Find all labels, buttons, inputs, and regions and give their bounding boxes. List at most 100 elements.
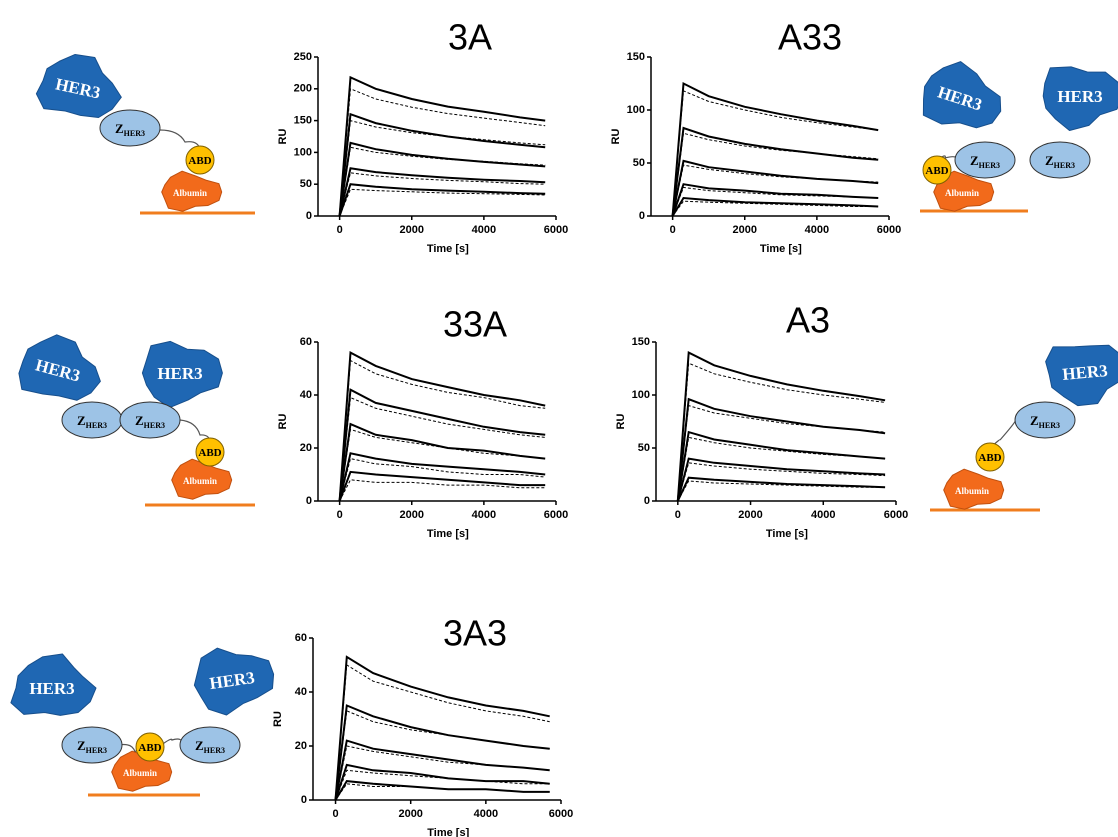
- z-subscript: HER3: [204, 746, 225, 755]
- y-tick-label: 50: [638, 442, 650, 454]
- y-tick-label: 250: [294, 51, 312, 63]
- z-subscript: HER3: [1039, 421, 1060, 430]
- albumin-label: Albumin: [183, 476, 217, 486]
- chart-title: 3A3: [443, 613, 507, 654]
- z-subscript: HER3: [979, 161, 1000, 170]
- x-axis-label: Time [s]: [427, 827, 469, 837]
- y-tick-label: 50: [300, 178, 312, 190]
- x-tick-label: 4000: [474, 808, 498, 820]
- sensorgram-line: [340, 143, 546, 216]
- her3-protein: HER3: [11, 654, 96, 715]
- y-tick-label: 200: [294, 83, 312, 95]
- y-tick-label: 0: [639, 210, 645, 222]
- x-axis-label: Time [s]: [427, 243, 469, 255]
- z-domain: [100, 110, 160, 146]
- z-domain: [1015, 402, 1075, 438]
- y-tick-label: 0: [644, 495, 650, 507]
- z-letter: Z: [970, 153, 979, 168]
- albumin-label: Albumin: [955, 486, 989, 496]
- sensorgram-line: [673, 187, 879, 216]
- z-subscript: HER3: [144, 421, 165, 430]
- her3-protein: HER3: [142, 341, 222, 407]
- abd-label: ABD: [198, 447, 221, 459]
- y-tick-label: 20: [295, 740, 307, 752]
- her3-label: HER3: [1062, 361, 1109, 384]
- y-tick-label: 150: [294, 115, 312, 127]
- y-tick-label: 50: [633, 157, 645, 169]
- z-domain: [180, 727, 240, 763]
- x-axis-label: Time [s]: [760, 243, 802, 255]
- y-tick-label: 0: [306, 210, 312, 222]
- sensorgram-line: [673, 198, 879, 216]
- y-tick-label: 100: [627, 104, 645, 116]
- x-tick-label: 2000: [400, 224, 424, 236]
- her3-label: HER3: [1057, 87, 1102, 106]
- x-tick-label: 2000: [400, 509, 424, 521]
- abd-label: ABD: [188, 155, 211, 167]
- figure: AlbuminHER3ZHER3ABDAlbuminHER3HER3ZHER3Z…: [0, 0, 1118, 837]
- sensorgram-line: [336, 784, 550, 800]
- z-domain: [120, 402, 180, 438]
- z-letter: Z: [1045, 153, 1054, 168]
- chart-title: A3: [786, 300, 830, 341]
- sensorgram-line: [340, 472, 546, 501]
- her3-protein: HER3: [1044, 340, 1118, 408]
- y-tick-label: 0: [301, 794, 307, 806]
- x-axis-label: Time [s]: [427, 528, 469, 540]
- sensorgram-line: [336, 770, 550, 800]
- z-domain: [955, 142, 1015, 178]
- x-axis-label: Time [s]: [766, 528, 808, 540]
- sensorgram-line: [340, 77, 546, 216]
- x-tick-label: 4000: [811, 509, 835, 521]
- y-axis-label: RU: [610, 129, 622, 145]
- x-tick-label: 0: [675, 509, 681, 521]
- y-tick-label: 40: [295, 686, 307, 698]
- y-tick-label: 60: [295, 632, 307, 644]
- sensorgram-line: [340, 184, 546, 216]
- abd-label: ABD: [925, 165, 948, 177]
- x-tick-label: 0: [670, 224, 676, 236]
- sensorgram-line: [678, 478, 885, 501]
- sensorgram-line: [340, 424, 546, 501]
- z-letter: Z: [115, 121, 124, 136]
- z-domain: [62, 727, 122, 763]
- x-tick-label: 6000: [549, 808, 573, 820]
- albumin-label: Albumin: [945, 188, 979, 198]
- y-tick-label: 40: [300, 389, 312, 401]
- y-tick-label: 150: [632, 336, 650, 348]
- z-letter: Z: [195, 738, 204, 753]
- z-letter: Z: [135, 413, 144, 428]
- x-tick-label: 2000: [733, 224, 757, 236]
- y-tick-label: 100: [632, 389, 650, 401]
- sensorgram-line: [678, 432, 885, 501]
- her3-label: HER3: [157, 364, 202, 383]
- x-tick-label: 4000: [472, 509, 496, 521]
- abd-label: ABD: [138, 742, 161, 754]
- sensorgram-line: [673, 165, 879, 216]
- y-axis-label: RU: [272, 711, 284, 727]
- y-tick-label: 0: [306, 495, 312, 507]
- z-domain: [1030, 142, 1090, 178]
- x-tick-label: 4000: [472, 224, 496, 236]
- her3-label: HER3: [29, 679, 74, 698]
- sensorgram-line: [336, 665, 550, 800]
- her3-protein: HER3: [915, 53, 1011, 140]
- x-tick-label: 0: [337, 224, 343, 236]
- z-subscript: HER3: [86, 746, 107, 755]
- z-subscript: HER3: [124, 129, 145, 138]
- z-letter: Z: [77, 413, 86, 428]
- her3-protein: HER3: [190, 641, 279, 719]
- abd-label: ABD: [978, 452, 1001, 464]
- x-tick-label: 6000: [544, 224, 568, 236]
- chart-title: A33: [778, 17, 842, 58]
- y-tick-label: 100: [294, 146, 312, 158]
- x-tick-label: 0: [332, 808, 338, 820]
- z-domain: [62, 402, 122, 438]
- x-tick-label: 0: [337, 509, 343, 521]
- y-axis-label: RU: [277, 129, 289, 145]
- chart-title: 3A: [448, 17, 492, 58]
- y-tick-label: 150: [627, 51, 645, 63]
- sensorgram-line: [340, 480, 546, 501]
- albumin-label: Albumin: [173, 188, 207, 198]
- chart-title: 33A: [443, 304, 507, 345]
